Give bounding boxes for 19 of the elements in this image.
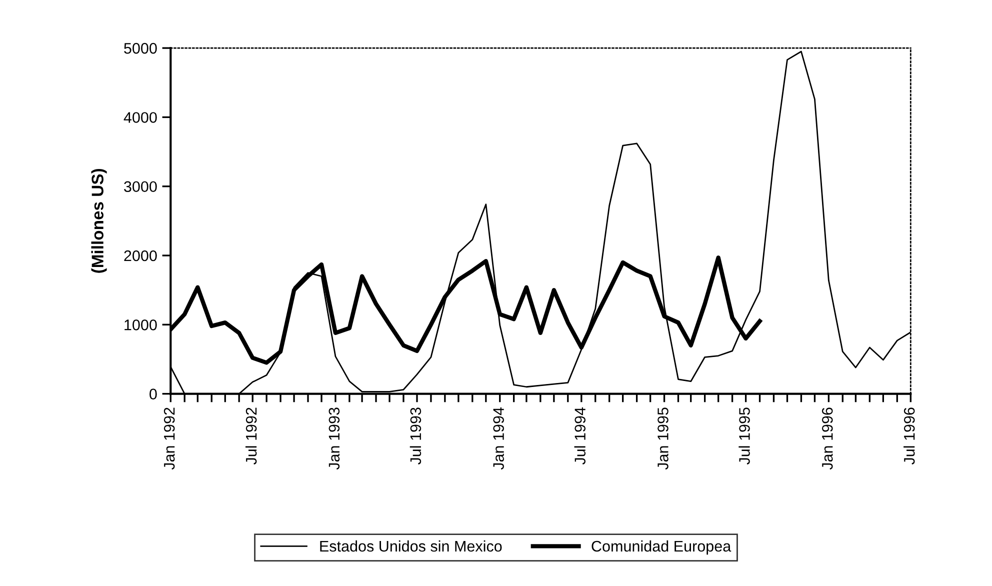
x-tick-label: Jan 1993 (328, 408, 340, 470)
y-tick-label: 0 (150, 388, 157, 400)
y-tick-label: 5000 (124, 42, 157, 54)
x-tick-label: Jan 1995 (658, 408, 668, 470)
y-tick-label: 4000 (124, 112, 157, 123)
y-tick-label: 2000 (124, 250, 157, 262)
x-tick-label: Jul 1994 (574, 407, 586, 465)
y-tick-label: 3000 (124, 181, 157, 192)
x-tick-label: Jul 1995 (738, 408, 750, 465)
legend-label: Estados Unidos sin Mexico (320, 540, 502, 552)
x-tick-label: Jul 1996 (904, 408, 915, 465)
y-axis-title: (Millones US) (91, 168, 107, 273)
x-tick-label: Jan 1994 (493, 407, 504, 470)
x-tick-label: Jul 1992 (245, 408, 257, 465)
x-tick-label: Jan 1996 (822, 408, 833, 470)
y-tick-label: 1000 (124, 320, 157, 330)
x-tick-label: Jan 1992 (164, 408, 175, 470)
x-tick-label: Jul 1993 (410, 408, 422, 465)
legend-label: Comunidad Europea (592, 540, 732, 555)
